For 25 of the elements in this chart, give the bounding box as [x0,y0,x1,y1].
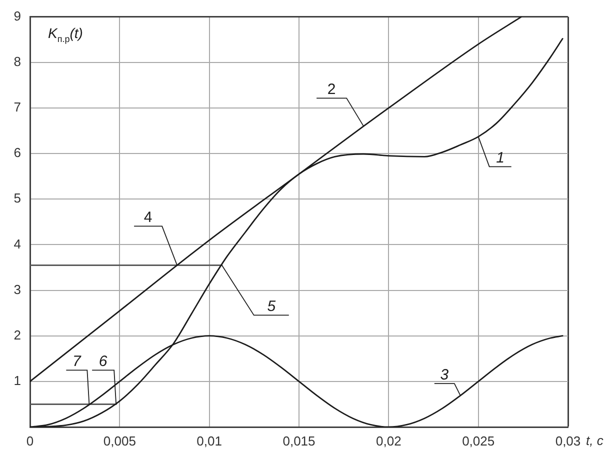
y-tick-label: 5 [14,190,21,206]
annotation: 6 [98,353,108,370]
x-tick-label: 0 [26,433,34,448]
y-tick-label: 4 [14,236,21,252]
text: 2 [327,81,336,98]
x-tick-label: 0,02 [376,433,402,448]
x-tick-label: 0,015 [282,433,316,448]
y-tick-label: 1 [14,373,21,388]
y-tick-label: 2 [14,327,21,342]
annotation: 7 [72,353,82,370]
x-tick-label: 0,01 [196,433,222,448]
series-label: 1 [496,150,505,167]
x-axis-title: t, c [586,433,604,448]
y-tick-label: 6 [14,145,21,160]
y-tick-label: 8 [14,54,21,69]
series-label: 3 [440,366,450,384]
x-tick-label: 0,005 [103,433,136,448]
y-axis-title: K$_{п.р}$(t) [48,25,83,44]
y-tick-label: 3 [14,282,21,297]
x-tick-label: 0,03 [555,433,581,448]
y-tick-label: 9 [14,8,21,24]
annotation: 5 [267,298,276,316]
y-tick-label: 7 [14,100,21,115]
x-tick-label: 0,025 [462,433,495,448]
annotation: 4 [144,209,152,226]
